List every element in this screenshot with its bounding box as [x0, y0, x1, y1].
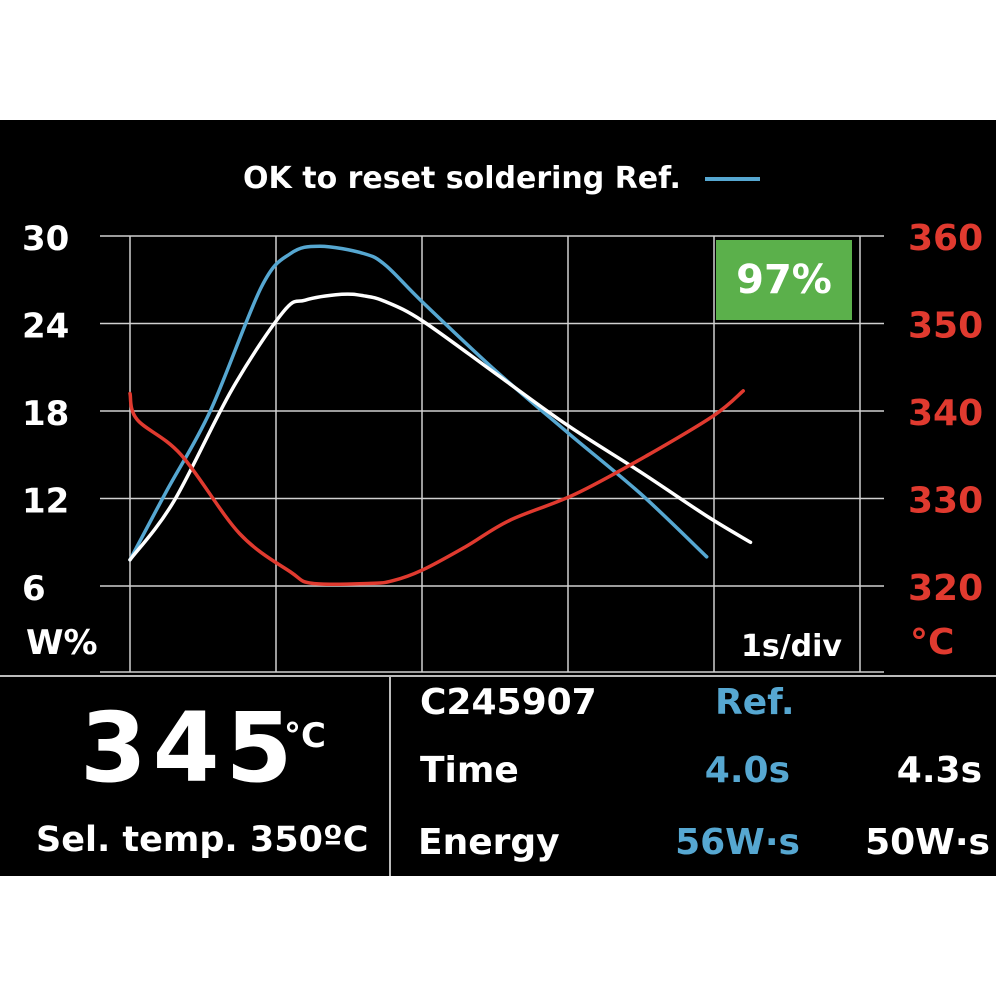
series-temperature: [128, 389, 745, 587]
series-reference-power: [128, 244, 709, 562]
right-tick-label: 330: [908, 481, 983, 522]
time-label: Time: [420, 750, 519, 791]
right-axis-label: °C: [910, 622, 954, 663]
series-power: [128, 292, 753, 562]
right-tick-label: 340: [908, 393, 983, 434]
time-value: 4.3s: [896, 750, 982, 791]
energy-label: Energy: [418, 822, 560, 863]
tool-id: C245907: [420, 682, 597, 723]
left-axis-label: W%: [26, 623, 98, 663]
selected-temperature: Sel. temp. 350ºC: [36, 820, 369, 860]
left-tick-label: 12: [22, 482, 69, 522]
match-badge: 97%: [736, 257, 832, 303]
series-layer: [128, 244, 753, 587]
match-badge-bg: [716, 240, 852, 320]
left-tick-label: 24: [22, 307, 69, 347]
soldering-chart: OK to reset soldering Ref. 30 24 18 12 6 360…: [22, 161, 983, 673]
left-tick-label: 6: [22, 569, 46, 609]
station-display: OK to reset soldering Ref. 30 24 18 12 6 360…: [0, 120, 996, 876]
bottom-divider: [0, 675, 996, 677]
chart-grid: [100, 235, 884, 673]
right-tick-label: 350: [908, 306, 983, 347]
right-tick-label: 360: [908, 218, 983, 259]
left-tick-label: 30: [22, 219, 69, 259]
right-axis-ticks: 360 350 340 330 320: [908, 218, 983, 609]
current-temperature: 345: [80, 692, 299, 804]
time-ref-value: 4.0s: [704, 750, 790, 791]
left-tick-label: 18: [22, 394, 69, 434]
energy-value: 50W·s: [865, 822, 990, 863]
left-axis-ticks: 30 24 18 12 6: [22, 219, 69, 609]
energy-ref-value: 56W·s: [675, 822, 800, 863]
x-scale-label: 1s/div: [741, 629, 842, 664]
vertical-divider: [389, 677, 391, 876]
chart-title: OK to reset soldering Ref.: [243, 161, 681, 196]
right-tick-label: 320: [908, 568, 983, 609]
ref-header: Ref.: [715, 682, 795, 723]
current-temperature-unit: °C: [284, 716, 326, 756]
